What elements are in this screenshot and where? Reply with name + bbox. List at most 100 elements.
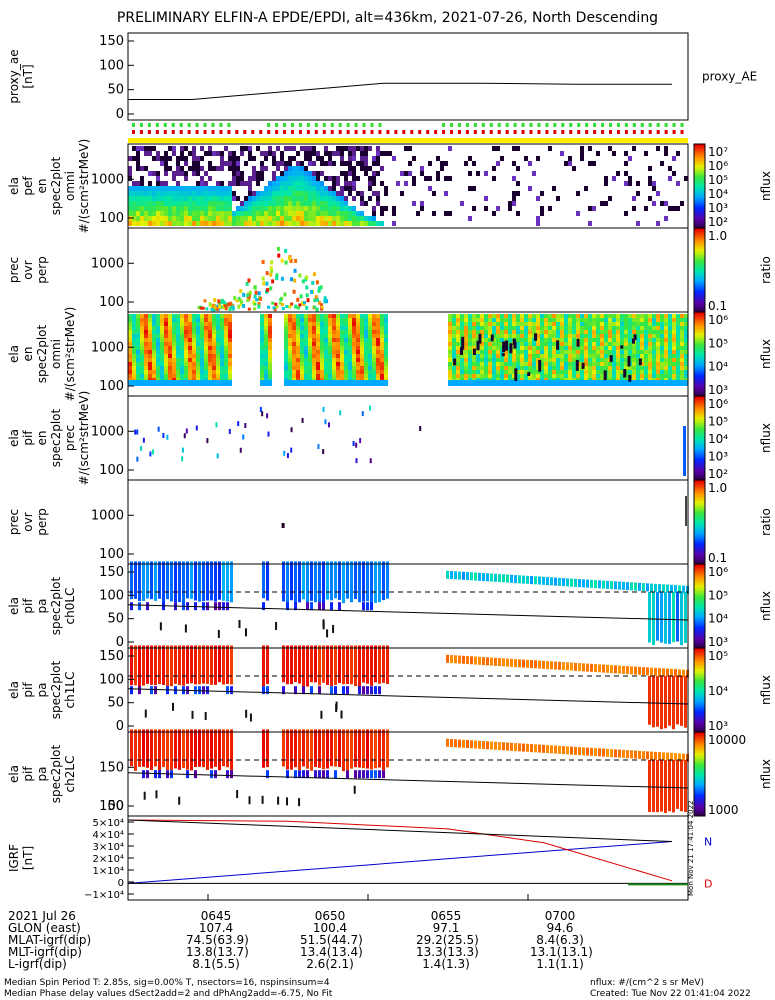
colorbar-segment xyxy=(694,276,705,279)
colorbar-tick-label: 10³ xyxy=(708,383,728,397)
colorbar-segment xyxy=(694,484,705,487)
colorbar-segment xyxy=(694,490,705,494)
flag-red-mark xyxy=(227,130,231,134)
igrf-third-line xyxy=(127,819,673,843)
colorbar-frame xyxy=(693,731,706,817)
colorbar-segment xyxy=(694,200,705,204)
colorbar-segment xyxy=(694,740,705,743)
colorbar-segment xyxy=(694,591,705,594)
table-cell: 0700 xyxy=(544,909,576,923)
colorbar-segment xyxy=(694,387,705,391)
flag-green-mark xyxy=(362,123,366,127)
flag-green-mark xyxy=(672,123,676,127)
colorbar-segment xyxy=(694,614,705,617)
colorbar-segment xyxy=(694,687,705,691)
colorbar-segment xyxy=(694,215,705,218)
table-cell: 8.4(6.3) xyxy=(536,933,584,947)
colorbar-segment xyxy=(694,698,705,701)
colorbar-segment xyxy=(694,612,705,615)
flag-red-mark xyxy=(434,130,438,134)
colorbar-segment xyxy=(694,761,705,764)
colorbar-segment xyxy=(694,196,705,200)
colorbar-tick-label: 10⁵ xyxy=(708,173,728,187)
colorbar-segment xyxy=(694,335,705,338)
colorbar-segment xyxy=(694,496,705,500)
colorbar-segment xyxy=(694,511,705,515)
flag-green-mark xyxy=(171,123,175,127)
flag-green-mark xyxy=(529,123,533,127)
colorbar-segment xyxy=(694,469,705,473)
colorbar-segment xyxy=(694,553,705,557)
colorbar-segment xyxy=(694,568,705,571)
y-axis-label: prec xyxy=(7,257,21,283)
colorbar-segment xyxy=(694,813,705,817)
flag-red-mark xyxy=(243,130,247,134)
y-axis-label: spec2plot xyxy=(49,156,63,215)
y-tick-label: 100 xyxy=(99,547,124,562)
colorbar-segment xyxy=(694,223,705,227)
colorbar-segment xyxy=(694,774,705,777)
colorbar-segment xyxy=(694,513,705,517)
flag-red-mark xyxy=(132,130,135,134)
colorbar-tick-label: 10² xyxy=(708,467,728,481)
colorbar-segment xyxy=(694,328,705,332)
flag-red-mark xyxy=(616,130,620,134)
colorbar-segment xyxy=(694,251,705,254)
colorbar-segment xyxy=(694,574,705,578)
colorbar-segment xyxy=(694,204,705,208)
colorbar-segment xyxy=(694,228,705,231)
colorbar-segment xyxy=(694,734,705,737)
y-axis-label: proxy_ae xyxy=(7,49,21,103)
flag-red-mark xyxy=(561,130,565,134)
colorbar-segment xyxy=(694,410,705,414)
y-axis-label: [nT] xyxy=(21,846,35,870)
colorbar-segment xyxy=(694,377,705,380)
colorbar-tick-label: 10² xyxy=(708,215,728,229)
colorbar-segment xyxy=(694,759,705,762)
colorbar-segment xyxy=(694,801,705,804)
y-tick-label: 1000 xyxy=(91,172,124,187)
colorbar-segment xyxy=(694,738,705,741)
y-axis-label: ch1LC xyxy=(63,672,77,709)
colorbar-segment xyxy=(694,150,705,153)
colorbar-tick-label: 10⁷ xyxy=(708,145,728,159)
flag-red-mark xyxy=(624,130,628,134)
y-axis-label: pa xyxy=(35,767,49,782)
table-cell: 0655 xyxy=(430,909,462,923)
flag-green-mark xyxy=(147,123,151,127)
colorbar-segment xyxy=(694,307,705,311)
colorbar-segment xyxy=(694,249,705,252)
colorbar-label: ratio xyxy=(759,256,773,284)
colorbar-segment xyxy=(694,370,705,374)
colorbar-segment xyxy=(694,715,705,718)
colorbar-segment xyxy=(694,503,705,506)
colorbar-segment xyxy=(694,265,705,269)
y-axis-label: pif xyxy=(21,430,35,446)
colorbar-label: nflux xyxy=(759,339,773,369)
colorbar-segment xyxy=(694,217,705,221)
flag-red-mark xyxy=(338,130,342,134)
colorbar-segment xyxy=(694,784,705,788)
colorbar-segment xyxy=(694,782,705,785)
colorbar-segment xyxy=(694,280,705,284)
flag-green-mark xyxy=(624,123,628,127)
flag-green-mark xyxy=(648,123,652,127)
colorbar-segment xyxy=(694,183,705,187)
colorbar-segment xyxy=(694,501,705,504)
footer-created: Created: Tue Nov 22 01:41:04 2022 xyxy=(590,989,751,999)
colorbar-tick-label: 10³ xyxy=(708,635,728,649)
colorbar-segment xyxy=(694,635,705,638)
flag-green-mark xyxy=(227,123,231,127)
flag-green-mark xyxy=(664,123,668,127)
flag-green-mark xyxy=(195,123,199,127)
flag-green-mark xyxy=(513,123,517,127)
colorbar-segment xyxy=(694,566,705,569)
y-tick-label: 2×10⁴ xyxy=(93,854,124,865)
colorbar-segment xyxy=(694,545,705,548)
spectrogram-ion-prec xyxy=(134,405,686,476)
colorbar-segment xyxy=(694,637,705,641)
colorbar-segment xyxy=(694,792,705,796)
colorbar-segment xyxy=(694,230,705,233)
colorbar-segment xyxy=(694,543,705,546)
